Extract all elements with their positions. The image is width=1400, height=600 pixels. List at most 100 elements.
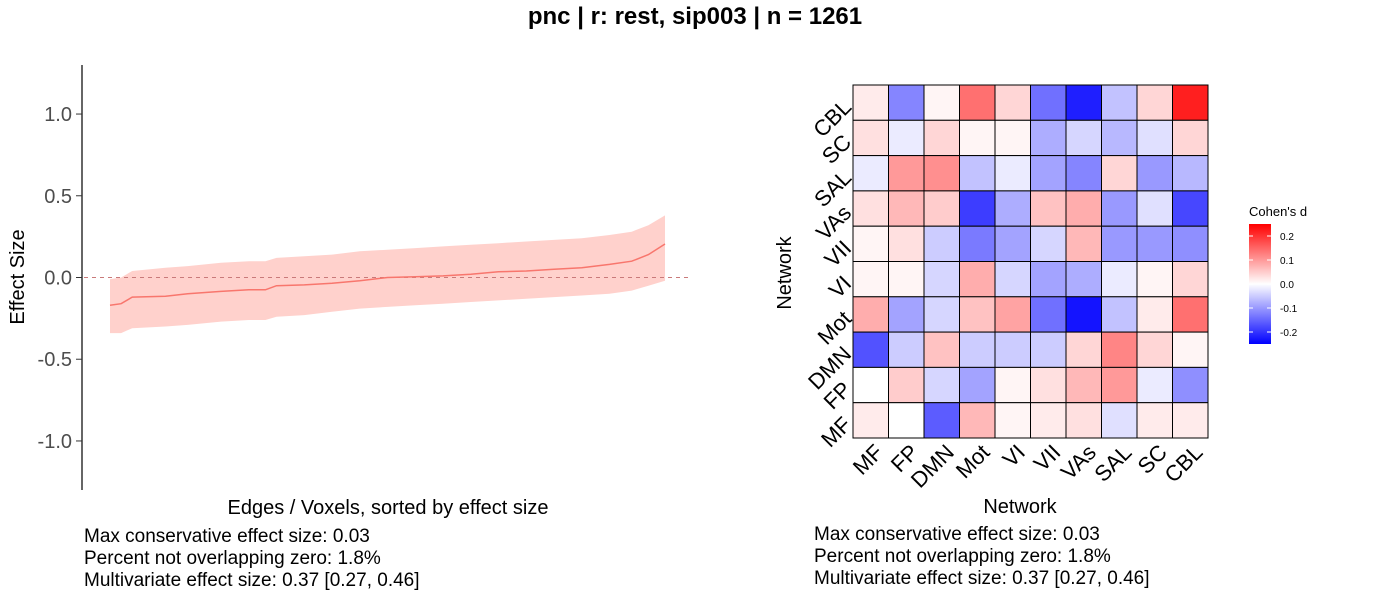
- heatmap-cell: [888, 366, 925, 404]
- heatmap-cell: [1101, 402, 1138, 439]
- legend-tick-label: -0.1: [1280, 304, 1298, 315]
- heatmap-cell: [1136, 261, 1173, 298]
- heatmap-cell: [1030, 190, 1067, 227]
- heatmap-cell: [1101, 225, 1138, 262]
- heatmap-cell: [852, 155, 889, 192]
- heatmap-cell: [1172, 84, 1209, 121]
- heatmap-cell: [1101, 261, 1138, 298]
- heatmap-cell: [959, 225, 996, 262]
- heatmap-cell: [1136, 331, 1173, 368]
- heatmap-cell: [923, 331, 960, 368]
- heatmap-cell: [1065, 261, 1102, 298]
- heatmap-cell: [1065, 155, 1102, 192]
- y-tick-label: -1.0: [38, 431, 72, 453]
- heatmap-cell: [1101, 296, 1138, 333]
- heatmap-cell: [1136, 296, 1173, 333]
- heatmap-cell: [994, 119, 1031, 157]
- heatmap-cell: [852, 84, 889, 121]
- heatmap-cells: [852, 84, 1209, 439]
- heatmap-cell: [923, 119, 960, 157]
- heatmap-cell: [888, 119, 925, 157]
- y-tick-label: 1.0: [44, 104, 72, 126]
- heatmap-cell: [1030, 402, 1067, 439]
- left-footer-line-2: Percent not overlapping zero: 1.8%: [84, 548, 381, 569]
- heatmap-cell: [994, 366, 1031, 404]
- heatmap-y-label: Mot: [813, 306, 857, 350]
- x-axis-title: Edges / Voxels, sorted by effect size: [228, 497, 549, 519]
- heatmap-cell: [1172, 296, 1209, 333]
- heatmap-cell: [1101, 155, 1138, 192]
- legend-tick-label: 0.0: [1280, 280, 1294, 291]
- heatmap-cell: [1030, 225, 1067, 262]
- heatmap-cell: [1065, 402, 1102, 439]
- heatmap-cell: [1030, 366, 1067, 404]
- heatmap-cell: [1065, 190, 1102, 227]
- heatmap-cell: [1065, 225, 1102, 262]
- y-axis-ticks: 1.0 0.5 0.0 -0.5 -1.0: [38, 104, 82, 453]
- heatmap-y-label: MF: [816, 412, 856, 452]
- heatmap-cell: [959, 119, 996, 157]
- heatmap-cell: [1101, 119, 1138, 157]
- heatmap-cell: [852, 331, 889, 368]
- heatmap-cell: [1065, 119, 1102, 157]
- heatmap-cell: [1136, 119, 1173, 157]
- heatmap-cell: [1172, 402, 1209, 439]
- heatmap-cell: [1172, 366, 1209, 404]
- heatmap-cell: [852, 190, 889, 227]
- legend-colorbar: [1249, 224, 1271, 344]
- heatmap-cell: [1172, 155, 1209, 192]
- heatmap-cell: [994, 84, 1031, 121]
- heatmap-cell: [923, 190, 960, 227]
- legend-tick-label: -0.2: [1280, 328, 1298, 339]
- heatmap-x-label: VAs: [1056, 440, 1101, 485]
- heatmap-cell: [1030, 119, 1067, 157]
- heatmap-cell: [959, 155, 996, 192]
- heatmap-x-label: Mot: [951, 440, 995, 484]
- legend-ticks: 0.2 0.1 0.0 -0.1 -0.2: [1249, 232, 1298, 339]
- heatmap-cell: [959, 296, 996, 333]
- heatmap-cell: [852, 366, 889, 404]
- heatmap-y-axis-title: Network: [774, 235, 796, 309]
- heatmap-cell: [888, 402, 925, 439]
- right-footer-line-1: Max conservative effect size: 0.03: [814, 524, 1100, 545]
- heatmap-cell: [888, 331, 925, 368]
- heatmap-cell: [1030, 155, 1067, 192]
- heatmap-cell: [994, 190, 1031, 227]
- heatmap-cell: [888, 296, 925, 333]
- effect-estimate-line: [109, 243, 666, 307]
- figure-title: pnc | r: rest, sip003 | n = 1261: [528, 3, 862, 30]
- heatmap-cell: [923, 84, 960, 121]
- heatmap-cell: [1065, 84, 1102, 121]
- heatmap-cell: [923, 155, 960, 192]
- heatmap-cell: [1136, 366, 1173, 404]
- heatmap-cell: [1136, 84, 1173, 121]
- heatmap-cell: [923, 296, 960, 333]
- heatmap-cell: [959, 331, 996, 368]
- y-axis-title: Effect Size: [7, 229, 29, 324]
- heatmap-cell: [1065, 366, 1102, 404]
- heatmap-y-label: VAs: [811, 200, 856, 245]
- heatmap-cell: [1136, 402, 1173, 439]
- heatmap-cell: [852, 225, 889, 262]
- heatmap-cell: [994, 331, 1031, 368]
- left-footer-line-3: Multivariate effect size: 0.37 [0.27, 0.…: [84, 570, 420, 591]
- legend-tick-label: 0.2: [1280, 232, 1294, 243]
- heatmap-cell: [1030, 84, 1067, 121]
- heatmap-cell: [1101, 84, 1138, 121]
- heatmap-cell: [923, 261, 960, 298]
- heatmap-cell: [888, 225, 925, 262]
- heatmap-cell: [852, 296, 889, 333]
- y-tick-label: 0.0: [44, 268, 72, 290]
- heatmap-cell: [1172, 261, 1209, 298]
- heatmap-cell: [994, 225, 1031, 262]
- heatmap-cell: [1065, 331, 1102, 368]
- heatmap-cell: [1101, 190, 1138, 227]
- heatmap-cell: [888, 84, 925, 121]
- heatmap-cell: [959, 366, 996, 404]
- heatmap-cell: [1172, 119, 1209, 157]
- heatmap-y-label: VI: [824, 271, 856, 303]
- right-footer-line-2: Percent not overlapping zero: 1.8%: [814, 546, 1111, 567]
